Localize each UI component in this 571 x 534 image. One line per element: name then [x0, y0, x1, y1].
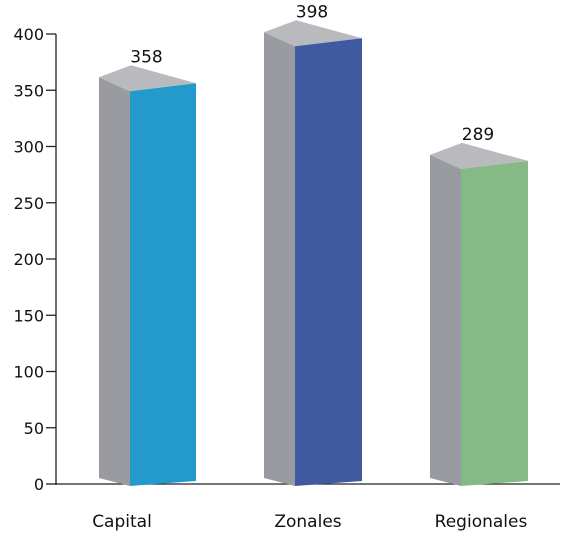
axes: 0 50 100 150 200 250 300 350 400 [13, 25, 560, 494]
x-category-label: Zonales [274, 512, 341, 532]
data-label: 358 [130, 47, 162, 67]
x-category-label: Capital [92, 512, 152, 532]
y-tick-label: 200 [13, 250, 44, 269]
data-label: 398 [296, 2, 328, 22]
bar-regionales [430, 142, 528, 486]
bar-top-face [264, 20, 362, 47]
bars [99, 20, 528, 486]
y-tick-label: 0 [34, 475, 44, 494]
bar-side-face [430, 154, 461, 486]
y-tick-label: 100 [13, 363, 44, 382]
bar-front-face [130, 83, 196, 486]
bar-side-face [99, 77, 130, 486]
y-tick-label: 150 [13, 306, 44, 325]
bar-side-face [264, 32, 295, 486]
y-tick-label: 350 [13, 81, 44, 100]
y-tick-label: 400 [13, 25, 44, 44]
bar-zonales [264, 20, 362, 486]
bar-front-face [461, 160, 528, 486]
y-tick-label: 300 [13, 138, 44, 157]
data-label: 289 [462, 125, 494, 145]
bar-top-face [430, 142, 528, 169]
labels: 358 Capital 398 Zonales 289 Regionales [92, 2, 527, 532]
x-category-label: Regionales [435, 512, 528, 532]
bar-front-face [295, 38, 362, 486]
bar-top-face [99, 65, 196, 92]
bar-capital [99, 65, 196, 486]
y-tick-label: 50 [24, 419, 44, 438]
y-tick-label: 250 [13, 194, 44, 213]
